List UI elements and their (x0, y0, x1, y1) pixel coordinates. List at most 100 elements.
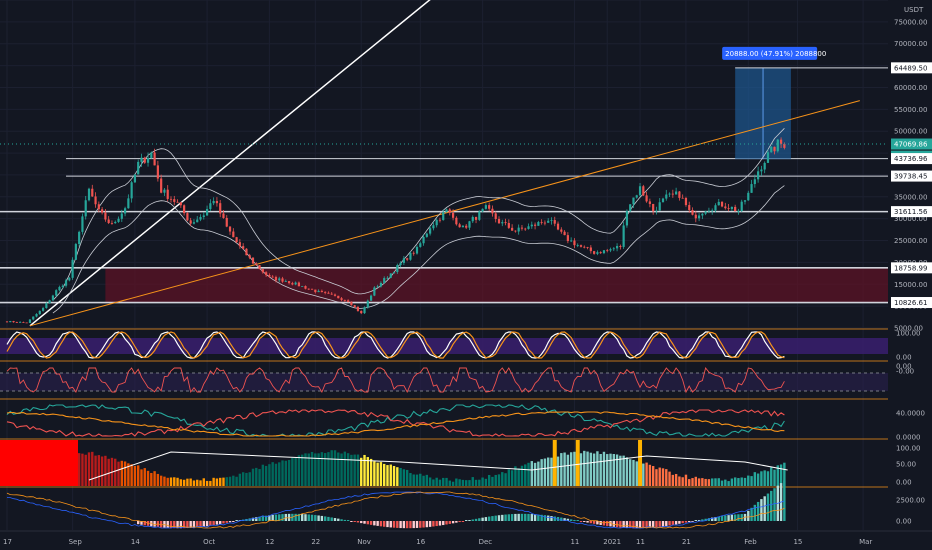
squeeze-bar (343, 451, 347, 486)
squeeze-bar (760, 471, 763, 486)
macd-bar (697, 519, 701, 521)
candle (750, 184, 753, 193)
macd-bar (402, 521, 406, 529)
price-pane[interactable]: 20888.00 (47.91%) 2088800 (0, 0, 888, 327)
trendline[interactable] (29, 0, 515, 327)
macd-bar (547, 515, 550, 521)
candle (734, 206, 737, 212)
macd-bar (494, 515, 497, 521)
bollinger-upper (52, 128, 785, 301)
candle (228, 226, 232, 232)
squeeze-bar (130, 464, 133, 486)
macd-bar (668, 521, 671, 526)
macd-bar (215, 521, 219, 525)
bollinger-lower (52, 185, 785, 314)
time-tick-label: 15 (793, 538, 802, 546)
candle (507, 223, 510, 228)
squeeze-bar (248, 472, 251, 486)
squeeze-bar (494, 474, 497, 486)
price-axis[interactable]: 75000.0070000.0065000.0060000.0055000.00… (891, 6, 932, 526)
candle (606, 250, 609, 252)
indicator-panes[interactable] (0, 328, 932, 529)
squeeze-bar (238, 473, 242, 486)
squeeze-bar (402, 469, 406, 486)
momentum-line (6, 367, 785, 394)
squeeze-bar (524, 464, 527, 486)
macd-bar (150, 521, 153, 527)
candle (688, 205, 691, 211)
squeeze-bar (622, 455, 625, 486)
macd-bar (609, 521, 612, 527)
candle (599, 252, 602, 254)
price-label-badge[interactable]: 39738.45 (891, 170, 932, 182)
candle (314, 289, 317, 293)
macd-bar (333, 518, 337, 521)
squeeze-bar (533, 462, 537, 486)
macd-bar (209, 521, 212, 526)
macd-bar (140, 521, 143, 525)
squeeze-bar (602, 451, 606, 486)
macd-bar (189, 521, 192, 528)
candle (68, 277, 71, 281)
macd-bar (606, 521, 609, 526)
squeeze-bar (737, 478, 740, 486)
indicator-tick-label: 100.00 (896, 445, 921, 453)
squeeze-bar (501, 472, 504, 486)
macd-bar (261, 516, 265, 521)
candle (665, 194, 668, 199)
time-axis[interactable]: 17 Sep 14 Oct 12 22 Nov 16 Dec 11 2021 11 21 Feb 15 Mar (0, 530, 932, 546)
macd-bar (461, 521, 465, 522)
squeeze-bar (399, 467, 402, 486)
macd-bar (405, 521, 409, 529)
squeeze-bar (776, 465, 779, 486)
candle (242, 246, 245, 249)
price-label-badge[interactable]: 43736.96 (891, 153, 932, 165)
squeeze-bar (674, 473, 678, 486)
squeeze-bar (235, 476, 238, 486)
price-label-badge[interactable]: 47069.86 (891, 138, 932, 150)
squeeze-bar (212, 477, 215, 486)
candle (579, 245, 583, 247)
price-label-badge[interactable]: 31611.56 (891, 206, 932, 218)
candle (399, 262, 402, 266)
macd-bar (137, 521, 140, 525)
candle (727, 208, 730, 209)
candle (442, 212, 445, 221)
squeeze-bar (163, 476, 166, 486)
candle (48, 300, 51, 304)
candle (612, 248, 615, 250)
squeeze-bar (199, 480, 202, 486)
macd-bar (392, 521, 396, 528)
squeeze-bar (327, 452, 330, 486)
squeeze-bar (763, 470, 766, 486)
macd-bar (635, 521, 638, 529)
candle (783, 143, 786, 148)
squeeze-bar (94, 455, 97, 486)
squeeze-bar (284, 460, 287, 486)
candle (743, 200, 747, 202)
macd-bar (255, 517, 258, 521)
candle (35, 314, 38, 317)
candle (701, 213, 704, 216)
squeeze-bar (724, 479, 727, 486)
price-label-text: 39738.45 (894, 173, 927, 181)
squeeze-bar (386, 465, 389, 486)
squeeze-bar (291, 457, 294, 486)
stoch-d-line (6, 331, 785, 359)
macd-bar (386, 521, 389, 528)
candle (540, 222, 543, 223)
candle (225, 217, 228, 227)
macd-bar (530, 514, 533, 521)
squeeze-bar (330, 450, 333, 486)
candle (632, 197, 635, 205)
trendline[interactable] (29, 100, 860, 327)
candle (471, 216, 474, 222)
price-label-badge[interactable]: 18758.99 (891, 262, 932, 274)
squeeze-bar (543, 458, 547, 486)
price-label-badge[interactable]: 10826.61 (891, 297, 932, 309)
macd-bar (409, 521, 412, 529)
candle (514, 230, 517, 232)
price-label-badge[interactable]: 64489.50 (891, 62, 932, 74)
measure-label: 20888.00 (47.91%) 2088800 (725, 50, 826, 58)
